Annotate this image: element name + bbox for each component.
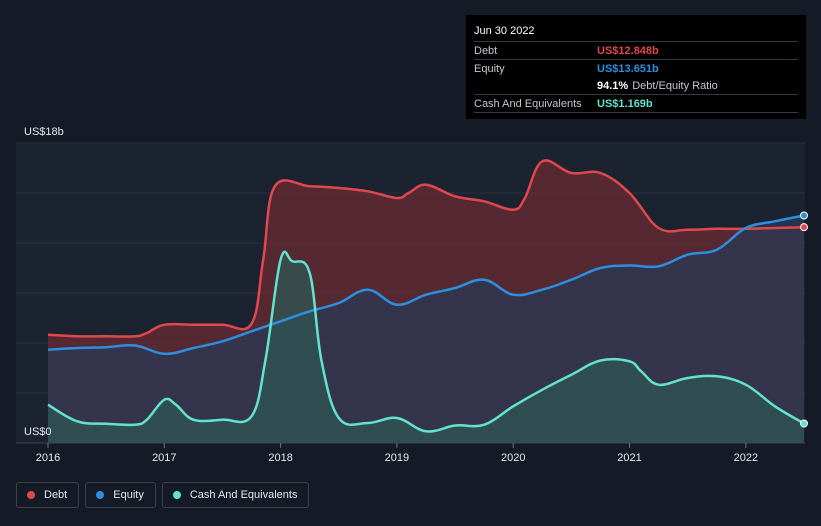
cash-and-equivalents-line [47,250,805,433]
series-areas [48,160,804,443]
debt-endpoint [800,223,808,232]
x-tick-label: 2020 [501,452,525,464]
x-tick-label: 2016 [36,452,60,464]
x-tick-label: 2022 [734,452,758,464]
y-axis-top-label: US$18b [24,126,64,138]
x-tick-label: 2017 [152,452,176,464]
tooltip-equity-label: Equity [474,62,505,75]
tooltip-debt-row: Debt US$12.848b [474,41,798,59]
tooltip-ratio-row: 94.1% Debt/Equity Ratio [474,77,798,94]
equity-endpoint [800,211,808,220]
tooltip-equity-row: Equity US$13.651b [474,59,798,77]
x-tick-label: 2019 [385,452,409,464]
cash-dot-icon [172,491,181,499]
debt-dot-icon [27,491,35,499]
equity-dot-icon [96,491,105,499]
tooltip-equity-value: US$13.651b [597,62,659,75]
legend-item-cash[interactable]: Cash And Equivalents [161,482,310,508]
tooltip-panel: Jun 30 2022 Debt US$12.848b Equity US$13… [466,15,806,119]
tooltip-cash-row: Cash And Equivalents US$1.169b [474,94,798,113]
tooltip-date: Jun 30 2022 [474,25,535,37]
tooltip-ratio-value: 94.1% [597,79,629,92]
tooltip-ratio-label: Debt/Equity Ratio [632,79,718,92]
legend-debt-label: Debt [44,489,68,501]
tooltip-debt-label: Debt [474,44,498,57]
y-axis-bottom-label: US$0 [24,426,52,438]
legend-equity-label: Equity [113,489,144,501]
legend-item-debt[interactable]: Debt [16,482,80,508]
series-lines [47,159,805,433]
tooltip-cash-label: Cash And Equivalents [474,97,582,110]
debt-line [47,159,805,338]
x-tick-label: 2018 [268,452,292,464]
series-endpoints [800,211,808,428]
tooltip-cash-value: US$1.169b [597,97,653,110]
legend: Debt Equity Cash And Equivalents [16,482,310,508]
equity-line [47,214,805,356]
x-tick-label: 2021 [617,452,641,464]
legend-item-equity[interactable]: Equity [85,482,156,508]
cash-and-equivalents-area [48,251,804,443]
tooltip-debt-value: US$12.848b [597,44,659,57]
x-axis-ticks: 2016 2017 2018 2019 2020 2021 2022 [36,443,758,464]
legend-cash-label: Cash And Equivalents [189,489,298,501]
cash-and-equivalents-endpoint [800,419,808,428]
